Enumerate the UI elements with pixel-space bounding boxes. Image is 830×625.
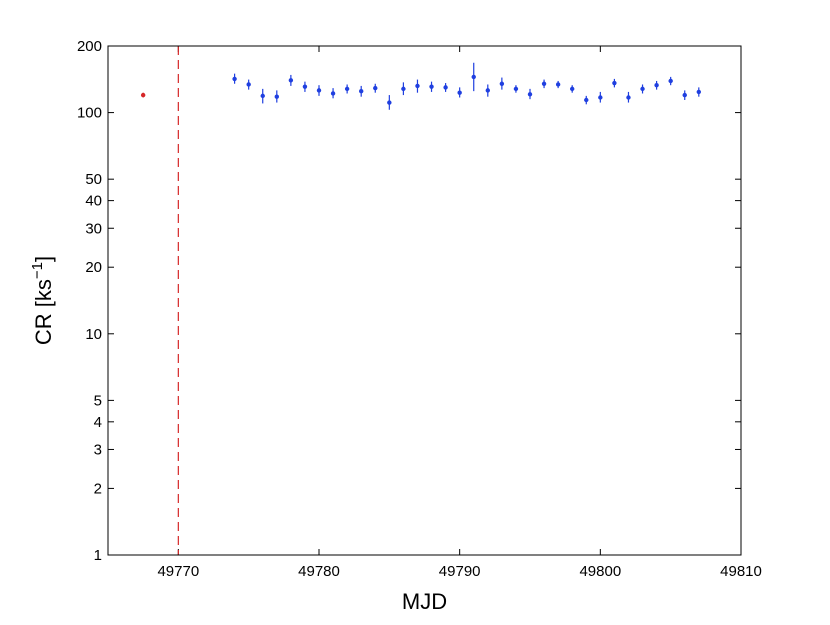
y-axis-label-main: CR [ks (31, 279, 56, 345)
data-point-blue (584, 97, 589, 103)
y-tick-label: 5 (94, 392, 102, 409)
data-point-blue (260, 93, 265, 99)
data-point-blue (640, 86, 645, 92)
x-tick-label: 49770 (157, 563, 199, 580)
y-tick-label: 40 (85, 193, 102, 210)
data-point-blue (457, 90, 462, 95)
data-point-blue (696, 89, 701, 95)
data-point-blue (443, 85, 448, 90)
y-tick-label: 10 (85, 326, 102, 343)
data-point-blue (344, 86, 350, 92)
x-tick-label: 49790 (439, 563, 481, 580)
data-point-blue (401, 86, 406, 92)
data-point-blue (527, 92, 533, 97)
y-tick-label: 30 (85, 220, 102, 237)
data-point-blue (570, 86, 575, 92)
data-point-blue (598, 95, 603, 100)
data-point-blue (654, 82, 659, 88)
plot-frame (107, 45, 742, 556)
data-point-red (140, 92, 146, 98)
data-point-blue (415, 83, 420, 89)
data-point-blue (668, 78, 673, 84)
y-axis-label-close: ] (31, 256, 56, 262)
data-point-blue (246, 82, 251, 87)
x-tick-label: 49800 (579, 563, 621, 580)
data-point-blue (330, 91, 336, 96)
y-tick-label: 3 (94, 441, 102, 458)
y-tick-label: 100 (77, 105, 102, 122)
data-point-blue (373, 85, 378, 91)
y-tick-label: 50 (85, 171, 102, 188)
plot-layer: 49770 49780 49790 49800 49810 1 2 3 4 5 10 20 30 40 50… (77, 38, 762, 580)
data-point-blue (387, 100, 392, 105)
x-tick-label: 49810 (720, 563, 762, 580)
data-point-blue (274, 94, 279, 99)
y-tick-label: 200 (77, 38, 102, 55)
data-point-blue (316, 88, 322, 93)
y-tick-label: 2 (94, 480, 102, 497)
x-tick-label: 49780 (298, 563, 340, 580)
data-point-blue (232, 76, 237, 82)
data-point-blue (626, 95, 631, 100)
data-point-blue (359, 88, 364, 94)
data-point-blue (555, 82, 561, 87)
y-tick-label: 4 (94, 414, 102, 431)
data-point-blue (499, 81, 505, 86)
data-point-blue (682, 92, 687, 98)
y-tick-label: 20 (85, 259, 102, 276)
data-point-blue (612, 80, 617, 86)
y-axis-label-superscript: −1 (29, 262, 46, 279)
data-point-blue (429, 84, 434, 89)
y-tick-label: 1 (94, 547, 102, 564)
data-point-blue (302, 84, 308, 89)
data-point-blue (541, 81, 547, 86)
data-point-blue (288, 78, 294, 83)
x-axis-label: MJD (402, 589, 447, 614)
data-point-blue (513, 86, 519, 92)
data-point-blue (471, 74, 476, 80)
data-point-blue (485, 88, 490, 93)
y-axis-label: CR [ks−1] (29, 256, 56, 345)
